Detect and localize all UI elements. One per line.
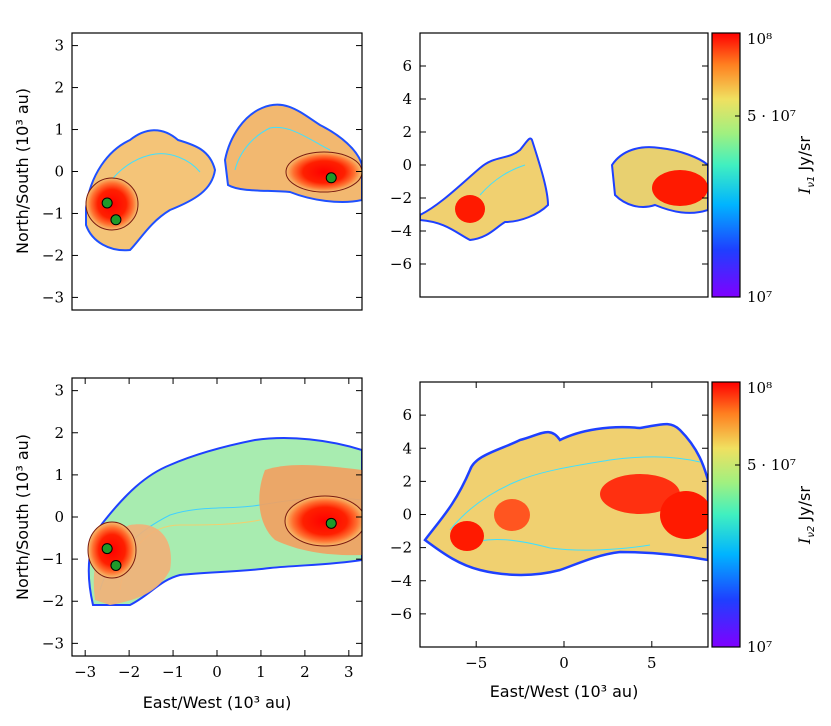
x-tick-label: 3	[344, 663, 354, 681]
y-tick-label: −1	[42, 550, 64, 568]
colorbar-top-min: 10⁷	[747, 288, 772, 306]
y-tick-label: −6	[390, 605, 412, 623]
y-tick-label: −2	[42, 592, 64, 610]
sources-bottom-left	[101, 517, 337, 571]
y-tick-label: −6	[390, 255, 412, 273]
colorbar-top-scale	[711, 32, 741, 298]
x-ticks-bottom-right: −5 0 5	[465, 382, 657, 672]
x-tick-label: 2	[300, 663, 310, 681]
y-tick-label: −1	[42, 204, 64, 222]
x-tick-label: −2	[118, 663, 140, 681]
y-tick-label: 6	[402, 406, 412, 424]
y-tick-label: 2	[54, 424, 64, 442]
source-marker	[101, 197, 113, 209]
panel-top-right: −6 −4 −2 0 2 4 6	[390, 32, 709, 298]
y-tick-label: 2	[402, 123, 412, 141]
y-tick-label: −4	[390, 572, 412, 590]
y-axis-label-top-left: North/South (10³ au)	[13, 88, 32, 254]
source-marker	[110, 214, 122, 226]
colorbar-bottom-mid: 5 · 10⁷	[747, 456, 796, 474]
x-tick-label: −5	[465, 654, 487, 672]
colorbar-top-mid: 5 · 10⁷	[747, 107, 796, 125]
y-tick-label: 3	[54, 382, 64, 400]
y-tick-label: 6	[402, 57, 412, 75]
source-marker	[110, 559, 122, 571]
y-tick-label: 1	[54, 121, 64, 139]
y-tick-label: 2	[402, 472, 412, 490]
y-tick-label: −3	[42, 634, 64, 652]
y-tick-label: 4	[402, 439, 412, 457]
x-tick-label: 5	[647, 654, 657, 672]
colorbar-bottom-label: Iν2 Jy/sr	[795, 486, 817, 545]
y-tick-label: 0	[402, 506, 412, 524]
x-tick-label: 0	[212, 663, 222, 681]
colorbar-top-max: 10⁸	[747, 30, 772, 48]
y-tick-label: 0	[402, 156, 412, 174]
emission-map-bottom-left	[87, 437, 362, 606]
panel-bottom-right: −6 −4 −2 0 2 4 6 −5 0 5 East/West (10³ au)	[390, 381, 709, 701]
y-tick-label: −4	[390, 222, 412, 240]
y-tick-label: −3	[42, 288, 64, 306]
y-ticks-top-right: −6 −4 −2 0 2 4 6	[390, 57, 708, 273]
source-marker	[325, 172, 337, 184]
y-tick-label: −2	[390, 189, 412, 207]
x-tick-label: 1	[256, 663, 266, 681]
x-tick-label: 0	[559, 654, 569, 672]
panel-top-left: −3 −2 −1 0 1 2 3 North/South (10³ au)	[13, 32, 363, 311]
x-axis-label-bottom-right: East/West (10³ au)	[490, 682, 639, 701]
y-ticks-bottom-right: −6 −4 −2 0 2 4 6	[390, 406, 708, 623]
y-axis-label-bottom-left: North/South (10³ au)	[13, 434, 32, 600]
panel-bottom-left: −3 −2 −1 0 1 2 3 −3 −2 −1 0 1 2 3 North/South (10³ a…	[13, 377, 363, 712]
colorbar-bottom: 10⁸ 5 · 10⁷ 10⁷ Iν2 Jy/sr	[711, 379, 817, 656]
colorbar-bottom-max: 10⁸	[747, 379, 772, 397]
y-tick-label: 0	[54, 508, 64, 526]
emission-map-top-left	[85, 103, 362, 252]
colorbar-top: 10⁸ 5 · 10⁷ 10⁷ Iν1 Jy/sr	[711, 30, 817, 306]
x-ticks-bottom-left: −3 −2 −1 0 1 2 3	[74, 378, 354, 681]
y-tick-label: −2	[390, 539, 412, 557]
y-tick-label: −2	[42, 246, 64, 264]
colorbar-bottom-min: 10⁷	[747, 638, 772, 656]
colorbar-top-label: Iν1 Jy/sr	[795, 136, 817, 195]
x-axis-label-bottom-left: East/West (10³ au)	[143, 693, 292, 712]
source-marker	[325, 517, 337, 529]
x-tick-label: −1	[162, 663, 184, 681]
y-tick-label: 3	[54, 37, 64, 55]
y-tick-label: 0	[54, 163, 64, 181]
emission-map-top-right	[420, 137, 708, 242]
x-tick-label: −3	[74, 663, 96, 681]
sources-top-left	[101, 172, 337, 226]
y-tick-label: 2	[54, 79, 64, 97]
source-marker	[101, 543, 113, 555]
emission-map-bottom-right	[423, 422, 708, 577]
y-ticks-top-left: −3 −2 −1 0 1 2 3	[42, 37, 362, 306]
colorbar-bottom-scale	[711, 381, 741, 648]
y-ticks-bottom-left: −3 −2 −1 0 1 2 3	[42, 382, 362, 652]
y-tick-label: 4	[402, 90, 412, 108]
y-tick-label: 1	[54, 466, 64, 484]
